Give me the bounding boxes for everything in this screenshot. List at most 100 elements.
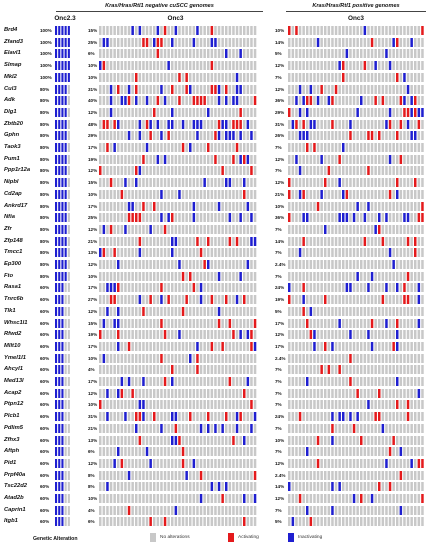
no-alteration-cell (396, 248, 399, 258)
no-alteration-cell (138, 306, 142, 316)
no-alteration-cell (345, 96, 349, 106)
no-alteration-cell (217, 330, 221, 340)
no-alteration-cell (210, 166, 214, 176)
no-alteration-cell (99, 505, 102, 515)
onc3-right-alteration-strip (288, 423, 424, 433)
no-alteration-cell (338, 201, 341, 211)
no-alteration-cell (320, 61, 323, 71)
no-alteration-cell (309, 353, 313, 363)
no-alteration-cell (232, 189, 235, 199)
no-alteration-cell (203, 494, 206, 503)
no-alteration-cell (370, 377, 374, 386)
no-alteration-cell (403, 37, 406, 47)
no-alteration-cell (396, 154, 399, 164)
inactivating-cell (185, 470, 188, 480)
no-alteration-cell (131, 458, 134, 468)
no-alteration-cell (221, 84, 224, 94)
no-alteration-cell (192, 72, 196, 82)
no-alteration-cell (239, 178, 242, 188)
no-alteration-cell (189, 213, 192, 223)
no-alteration-cell (185, 271, 188, 281)
onc23-alteration-strip (55, 131, 70, 141)
no-alteration-cell (334, 166, 338, 176)
table-row: Acap2 60% 12% 7% (0, 388, 430, 400)
onc23-alteration-strip (55, 318, 70, 328)
inactivating-cell (145, 96, 149, 106)
no-alteration-cell (417, 377, 421, 386)
no-alteration-cell (421, 388, 424, 398)
no-alteration-cell (250, 26, 253, 35)
inactivating-cell (374, 224, 377, 234)
no-alteration-cell (378, 271, 381, 281)
no-alteration-cell (342, 37, 345, 47)
no-alteration-cell (334, 201, 338, 211)
no-alteration-cell (124, 271, 127, 281)
legend-title: Genetic Alteration (33, 536, 78, 542)
no-alteration-cell (99, 283, 102, 293)
no-alteration-cell (192, 143, 196, 152)
onc3-right-alteration-strip (288, 330, 424, 340)
no-alteration-cell (185, 37, 188, 47)
inactivating-cell (345, 283, 349, 293)
activating-cell (120, 458, 124, 468)
no-alteration-cell (367, 365, 370, 375)
onc23-alteration-strip (55, 201, 70, 211)
inactivating-cell (160, 84, 163, 94)
no-alteration-cell (99, 189, 102, 199)
onc3-left-alteration-strip (99, 423, 257, 433)
no-alteration-cell (399, 213, 403, 223)
no-alteration-cell (385, 470, 388, 480)
no-alteration-cell (342, 107, 345, 117)
no-alteration-cell (232, 423, 235, 433)
no-alteration-cell (352, 388, 356, 398)
no-alteration-cell (388, 236, 392, 246)
no-alteration-cell (334, 353, 338, 363)
no-alteration-cell (232, 318, 235, 328)
no-alteration-cell (246, 283, 250, 293)
no-alteration-cell (163, 49, 167, 59)
onc23-percent: 80% (40, 215, 50, 221)
no-alteration-cell (403, 84, 406, 94)
inactivating-cell (58, 470, 61, 480)
no-alteration-cell (167, 189, 170, 199)
no-alteration-cell (385, 96, 388, 106)
no-alteration-cell (217, 61, 221, 71)
onc23-percent: 60% (40, 379, 50, 384)
no-alteration-cell (67, 166, 70, 176)
no-alteration-cell (349, 365, 352, 375)
no-alteration-cell (171, 72, 174, 82)
no-alteration-cell (410, 154, 413, 164)
no-alteration-cell (316, 470, 320, 480)
no-alteration-cell (291, 423, 295, 433)
no-alteration-cell (291, 248, 295, 258)
no-alteration-cell (313, 295, 316, 305)
no-alteration-cell (109, 494, 113, 503)
no-alteration-cell (378, 435, 381, 445)
no-alteration-cell (217, 236, 221, 246)
inactivating-cell (127, 131, 131, 141)
activating-cell (203, 96, 206, 106)
no-alteration-cell (167, 283, 170, 293)
no-alteration-cell (210, 178, 214, 188)
inactivating-cell (298, 248, 302, 258)
no-alteration-cell (334, 330, 338, 340)
no-alteration-cell (124, 248, 127, 258)
no-alteration-cell (199, 353, 203, 363)
no-alteration-cell (113, 201, 116, 211)
no-alteration-cell (225, 143, 228, 152)
no-alteration-cell (298, 447, 302, 457)
no-alteration-cell (67, 353, 70, 363)
no-alteration-cell (295, 131, 298, 141)
no-alteration-cell (117, 517, 120, 527)
no-alteration-cell (102, 213, 106, 223)
no-alteration-cell (135, 295, 138, 305)
no-alteration-cell (138, 271, 142, 281)
no-alteration-cell (192, 377, 196, 386)
no-alteration-cell (399, 377, 403, 386)
no-alteration-cell (406, 178, 410, 188)
no-alteration-cell (399, 423, 403, 433)
no-alteration-cell (288, 341, 291, 351)
table-row: Elavl1 100% 6% 5% (0, 48, 430, 60)
no-alteration-cell (232, 306, 235, 316)
no-alteration-cell (360, 283, 363, 293)
